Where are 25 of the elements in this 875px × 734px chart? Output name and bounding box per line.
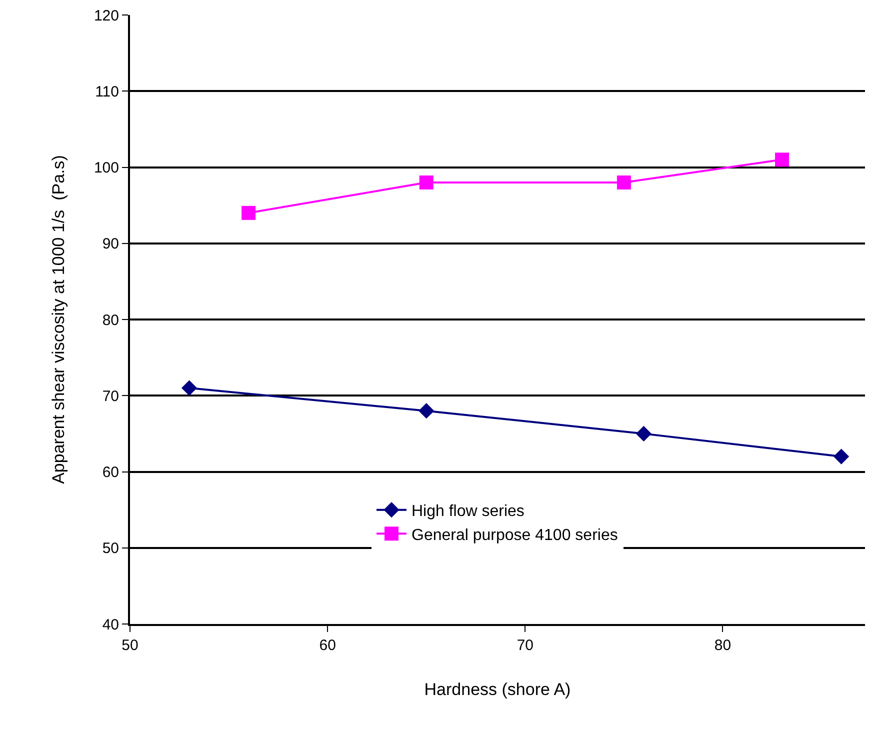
y-tick-label: 100 [94, 160, 119, 176]
x-axis-title: Hardness (shore A) [424, 680, 571, 699]
y-tick-label: 50 [102, 540, 119, 558]
point [418, 403, 434, 419]
y-tick-label: 120 [94, 7, 119, 24]
point [775, 152, 790, 167]
point [181, 380, 198, 396]
y-tick-label: 90 [102, 236, 119, 253]
point [419, 175, 434, 190]
point [616, 175, 631, 190]
x-tick-label: 80 [714, 637, 732, 654]
point [636, 426, 652, 442]
y-tick-label: 70 [102, 388, 119, 405]
x-tick-label: 70 [516, 637, 534, 654]
legend-label: General purpose 4100 series [412, 526, 618, 544]
x-tick-label: 50 [122, 637, 138, 654]
legend-label: High flow series [412, 503, 524, 520]
point [242, 206, 256, 220]
point [833, 448, 850, 464]
y-tick-label: 80 [102, 312, 119, 329]
y-tick-label: 110 [95, 83, 119, 100]
y-axis-title: Apparent shear viscosity at 1000 1/s (Pa.s) [49, 155, 68, 484]
y-tick-label: 60 [102, 464, 119, 481]
x-tick-label: 60 [319, 637, 336, 654]
y-tick-label: 40 [102, 616, 119, 634]
